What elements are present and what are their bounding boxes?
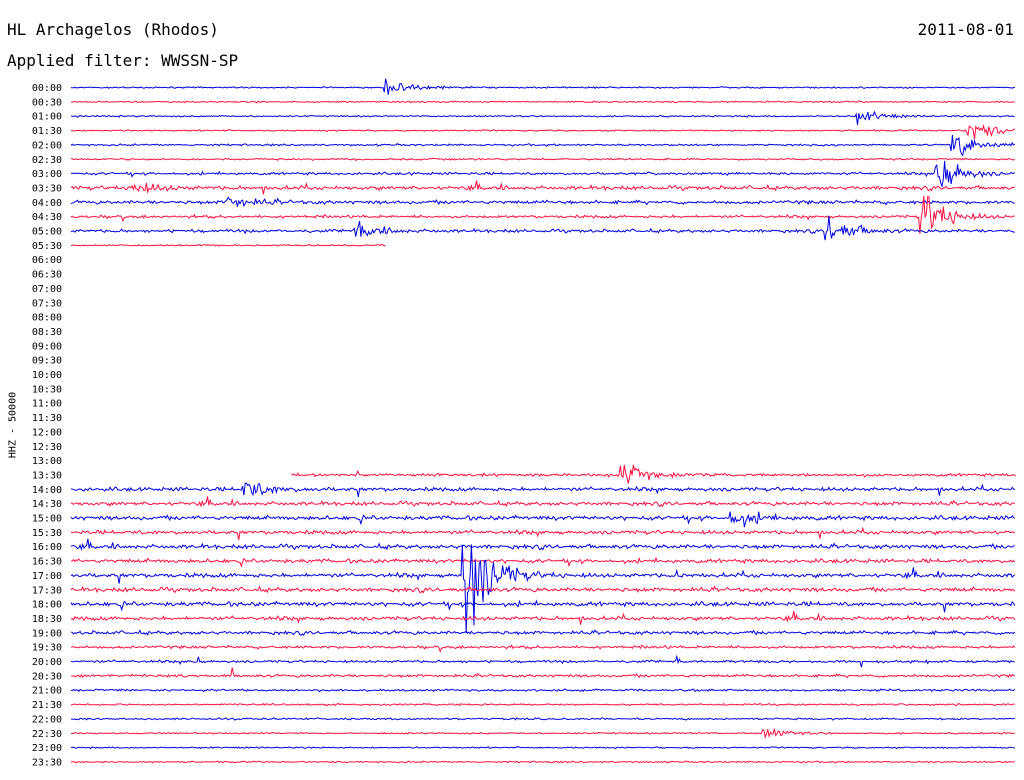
trace-row	[71, 123, 1016, 140]
row-time-label: 20:30	[32, 671, 62, 682]
trace-row	[70, 78, 1015, 95]
row-time-label: 19:00	[32, 628, 62, 639]
row-time-label: 10:30	[32, 384, 62, 395]
trace-row	[70, 196, 1015, 208]
trace-row	[71, 717, 1015, 721]
row-time-label: 13:00	[32, 456, 62, 467]
row-time-label: 22:00	[32, 714, 62, 725]
row-time-label: 23:00	[32, 743, 62, 754]
trace-row	[70, 160, 1016, 189]
plot-date: 2011-08-01	[917, 20, 1014, 39]
trace-row	[70, 728, 1015, 740]
row-time-label: 04:30	[32, 212, 62, 223]
row-time-label: 13:30	[32, 470, 62, 481]
trace-row	[70, 556, 1016, 568]
time-tick-labels: 00:00 00:30 01:00 01:30 02:00 02:30 03:00 03:30…	[32, 83, 62, 768]
row-time-label: 02:30	[32, 155, 62, 166]
row-time-label: 05:00	[32, 227, 62, 238]
trace-row	[70, 544, 1016, 634]
row-time-label: 18:00	[32, 600, 62, 611]
row-time-label: 16:30	[32, 557, 62, 568]
row-time-label: 11:00	[32, 399, 62, 410]
seismic-traces	[70, 78, 1016, 764]
trace-row	[70, 667, 1015, 679]
row-time-label: 15:00	[32, 514, 62, 525]
row-time-label: 05:30	[32, 241, 62, 252]
trace-row	[70, 215, 1015, 241]
row-time-label: 04:00	[32, 198, 62, 209]
row-time-label: 17:00	[32, 571, 62, 582]
trace-row	[70, 526, 1016, 540]
trace-row	[70, 243, 386, 247]
trace-row	[70, 688, 1016, 693]
trace-row	[70, 511, 1016, 528]
trace-row	[70, 629, 1016, 636]
row-time-label: 23:30	[32, 757, 62, 768]
row-time-label: 18:30	[32, 614, 62, 625]
row-time-label: 06:00	[32, 255, 62, 266]
row-time-label: 09:00	[32, 341, 62, 352]
row-time-label: 22:30	[32, 729, 62, 740]
row-time-label: 21:00	[32, 686, 62, 697]
trace-row	[71, 157, 1016, 162]
trace-row	[70, 585, 1016, 594]
trace-row	[70, 482, 1015, 497]
filter-label: Applied filter: WWSSN-SP	[7, 51, 239, 70]
row-time-label: 15:30	[32, 528, 62, 539]
trace-row	[70, 496, 1016, 508]
row-time-label: 19:30	[32, 643, 62, 654]
trace-row	[70, 611, 1016, 625]
row-time-label: 03:30	[32, 183, 62, 194]
trace-row	[70, 538, 1015, 551]
trace-row	[70, 654, 1015, 668]
row-time-label: 07:00	[32, 284, 62, 295]
trace-row	[70, 644, 1016, 653]
trace-row	[291, 464, 1016, 484]
row-time-label: 01:00	[32, 112, 62, 123]
row-time-label: 06:30	[32, 270, 62, 281]
row-time-label: 03:00	[32, 169, 62, 180]
row-time-label: 20:00	[32, 657, 62, 668]
trace-row	[70, 100, 1015, 104]
row-time-label: 00:00	[32, 83, 62, 94]
row-time-label: 08:30	[32, 327, 62, 338]
trace-row	[70, 599, 1016, 613]
row-time-label: 02:00	[32, 140, 62, 151]
row-time-label: 07:30	[32, 298, 62, 309]
trace-row	[70, 180, 1016, 195]
trace-row	[70, 134, 1016, 157]
row-time-label: 17:30	[32, 585, 62, 596]
row-time-label: 12:30	[32, 442, 62, 453]
row-time-label: 00:30	[32, 97, 62, 108]
trace-row	[71, 746, 1015, 750]
trace-row	[70, 702, 1015, 707]
row-time-label: 08:00	[32, 313, 62, 324]
row-time-label: 11:30	[32, 413, 62, 424]
row-time-label: 14:00	[32, 485, 62, 496]
trace-row	[70, 760, 1015, 764]
trace-row	[70, 110, 1015, 126]
row-time-label: 01:30	[32, 126, 62, 137]
station-title: HL Archagelos (Rhodos)	[7, 20, 219, 39]
trace-row	[70, 195, 1015, 234]
row-time-label: 09:30	[32, 356, 62, 367]
row-time-label: 16:00	[32, 542, 62, 553]
row-time-label: 21:30	[32, 700, 62, 711]
row-time-label: 10:00	[32, 370, 62, 381]
row-time-label: 12:00	[32, 427, 62, 438]
row-time-label: 14:30	[32, 499, 62, 510]
